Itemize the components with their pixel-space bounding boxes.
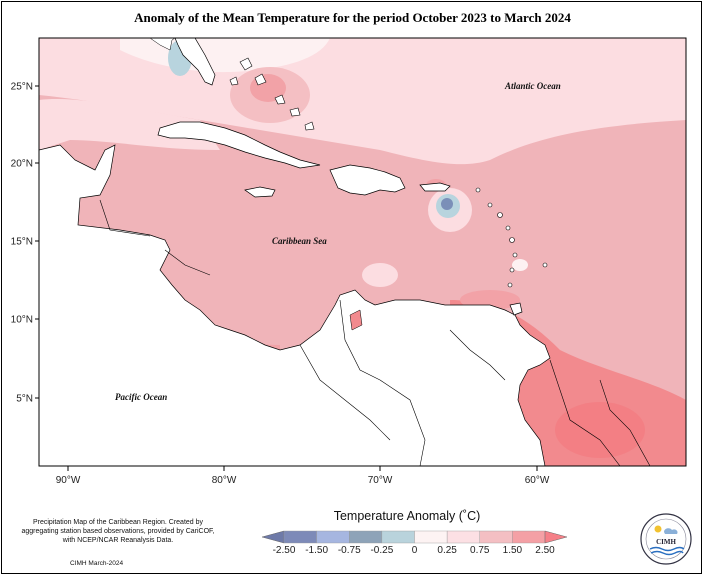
colorbar-tick-label: 0 [412,545,418,556]
credit-text: Precipitation Map of the Caribbean Regio… [21,519,215,544]
logo-inner-ring [645,518,687,560]
colorbar-tick-label: -0.25 [370,545,393,556]
label-pacific-ocean: Pacific Ocean [115,392,167,402]
legend-title: Temperature Anomaly (˚C) [333,509,481,523]
lat-tick-label: 15°N [11,237,33,248]
longitude-ticks: 90°W 80°W 70°W 60°W [56,466,550,486]
colorbar-bin [349,530,383,544]
land-trinidad [509,302,523,316]
colorbar-bin [381,530,415,544]
map-border [38,37,687,467]
sun-icon [654,525,662,533]
land-lesser-antilles [475,187,548,288]
lon-tick-label: 80°W [212,475,237,486]
colorbar-bin [512,530,546,544]
anomaly-region-pr-cold [441,198,453,210]
lat-tick-label: 20°N [11,159,33,170]
wave-icon-2 [650,550,684,556]
colorbar-tick-label: 0.75 [470,545,490,556]
cimh-logo: CIMH [640,513,692,565]
land-florida [174,38,216,86]
land-hispaniola [329,164,406,196]
colorbar-arrow-left [261,530,285,544]
colorbar-bin [283,530,317,544]
colorbar-bin [414,530,448,544]
cloud-icon [664,528,678,534]
lon-tick-label: 90°W [56,475,81,486]
anomaly-region-abc-neutral [362,263,398,287]
colorbar-bin [446,530,480,544]
lat-tick-label: 5°N [16,394,33,405]
lat-tick-label: 25°N [11,82,33,93]
anomaly-region-antilles-neutral [512,259,528,271]
anomaly-region-guianas-core [555,402,645,458]
legend-colorbar: -2.50 -1.50 -0.75 -0.25 0 0.25 0.75 1.50 2.50 [261,530,568,556]
label-atlantic-ocean: Atlantic Ocean [504,81,561,91]
colorbar-bin [316,530,350,544]
wave-icon [649,546,685,552]
lon-tick-label: 70°W [368,475,393,486]
land-bahamas [229,57,315,131]
colorbar-tick-label: 0.25 [437,545,457,556]
anomaly-field [39,38,686,466]
credit-date: CIMH March-2024 [70,560,124,567]
land-jamaica [244,186,276,198]
colorbar-tick-label: -2.50 [273,545,296,556]
lon-tick-label: 60°W [525,475,550,486]
colorbar-tick-label: -0.75 [338,545,361,556]
colorbar-tick-label: 1.50 [503,545,523,556]
lat-tick-label: 10°N [11,315,33,326]
land-cuba [157,121,321,169]
lake-maracaibo [349,309,363,331]
colorbar-arrow-right [544,530,568,544]
country-borders [99,199,651,466]
colorbar-bin [479,530,513,544]
colorbar-tick-label: -1.50 [305,545,328,556]
latitude-ticks: 25°N 20°N 15°N 10°N 5°N [11,82,39,405]
pacific-ocean-region [39,250,305,466]
label-caribbean-sea: Caribbean Sea [272,236,327,246]
land-puerto-rico [419,182,451,192]
map-title: Anomaly of the Mean Temperature for the … [134,10,571,25]
land-us-gulf [39,38,176,51]
logo-text: CIMH [656,538,676,546]
colorbar-tick-label: 2.50 [535,545,555,556]
